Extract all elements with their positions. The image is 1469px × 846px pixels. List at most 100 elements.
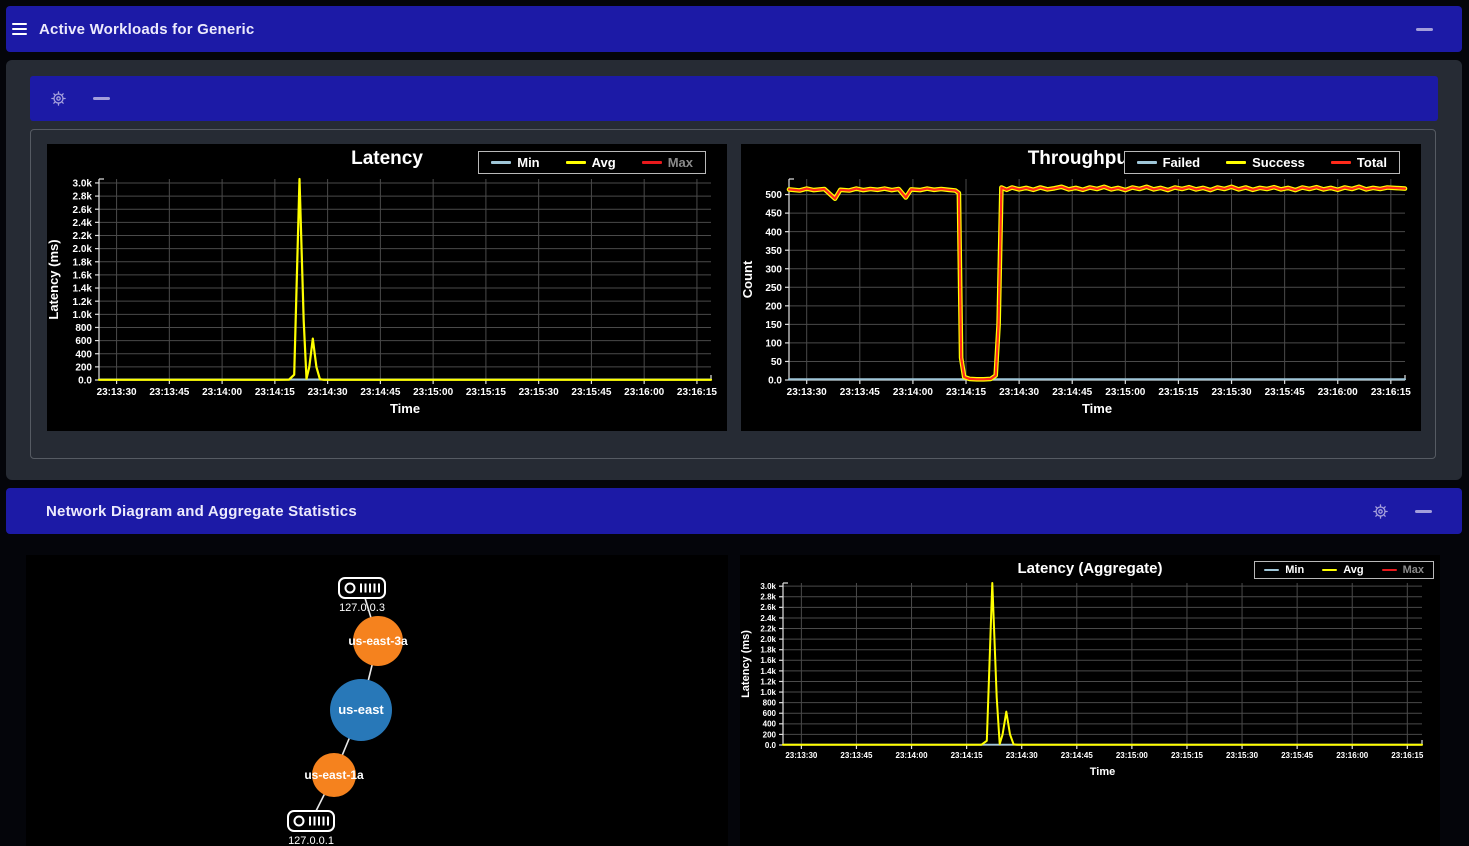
node-us-east-3a[interactable]: us-east-3a bbox=[348, 616, 408, 666]
chart-legend: Failed Success Total bbox=[1123, 151, 1400, 174]
legend-swatch bbox=[1381, 568, 1397, 572]
svg-text:400: 400 bbox=[765, 227, 782, 238]
legend-item-avg[interactable]: Avg bbox=[1322, 564, 1364, 576]
svg-text:23:15:15: 23:15:15 bbox=[466, 387, 506, 398]
svg-text:23:13:45: 23:13:45 bbox=[840, 387, 880, 398]
network-diagram[interactable]: 127.0.0.3 us-east-3a us-east us-east-1a 127.… bbox=[26, 555, 728, 846]
svg-text:0.0: 0.0 bbox=[765, 741, 777, 750]
svg-text:200: 200 bbox=[763, 730, 777, 739]
svg-text:23:14:00: 23:14:00 bbox=[893, 387, 933, 398]
svg-text:600: 600 bbox=[763, 709, 777, 718]
node-us-east[interactable]: us-east bbox=[330, 679, 392, 741]
svg-text:50: 50 bbox=[771, 357, 783, 368]
legend-item-max[interactable]: Max bbox=[1381, 564, 1424, 576]
svg-text:23:14:15: 23:14:15 bbox=[946, 387, 986, 398]
legend-item-failed[interactable]: Failed bbox=[1136, 155, 1200, 170]
legend-swatch bbox=[491, 161, 512, 164]
svg-text:23:13:30: 23:13:30 bbox=[787, 387, 827, 398]
legend-swatch bbox=[1136, 161, 1157, 164]
chart-plot[interactable]: 0.02004006008001.0k1.2k1.4k1.6k1.8k2.0k2… bbox=[740, 555, 1440, 846]
series-total bbox=[787, 185, 1407, 381]
legend-item-total[interactable]: Total bbox=[1330, 155, 1387, 170]
svg-text:23:14:45: 23:14:45 bbox=[1052, 387, 1092, 398]
network-section-header: Network Diagram and Aggregate Statistics bbox=[6, 488, 1462, 534]
svg-text:1.4k: 1.4k bbox=[73, 284, 93, 295]
legend-swatch bbox=[1322, 568, 1338, 572]
svg-text:2.0k: 2.0k bbox=[73, 244, 93, 255]
svg-text:23:15:30: 23:15:30 bbox=[519, 387, 559, 398]
svg-text:Time: Time bbox=[1090, 766, 1115, 778]
svg-text:Latency (ms): Latency (ms) bbox=[47, 239, 61, 319]
latency-chart: Latency Min Avg Max 0.0 200 400 600 800 1.0k 1.2… bbox=[47, 144, 727, 431]
svg-text:23:15:45: 23:15:45 bbox=[1265, 387, 1305, 398]
svg-text:2.4k: 2.4k bbox=[73, 218, 93, 229]
chart-plot[interactable]: 0.02004006008001.0k1.2k1.4k1.6k1.8k2.0k2… bbox=[47, 144, 727, 431]
svg-text:100: 100 bbox=[765, 339, 782, 350]
svg-text:1.6k: 1.6k bbox=[73, 271, 93, 282]
node-label: us-east-1a bbox=[304, 768, 364, 782]
legend-item-min[interactable]: Min bbox=[1264, 564, 1304, 576]
svg-text:3.0k: 3.0k bbox=[760, 582, 776, 591]
legend-item-max[interactable]: Max bbox=[641, 155, 693, 170]
svg-text:23:13:45: 23:13:45 bbox=[149, 387, 189, 398]
svg-text:350: 350 bbox=[765, 246, 782, 257]
legend-item-success[interactable]: Success bbox=[1226, 155, 1305, 170]
svg-text:Time: Time bbox=[1082, 401, 1112, 416]
svg-text:23:15:30: 23:15:30 bbox=[1212, 387, 1252, 398]
throughput-chart: Throughput Failed Success Total 0.0 50 100 15… bbox=[741, 144, 1421, 431]
legend-swatch bbox=[1226, 161, 1247, 164]
latency-aggregate-chart: Latency (Aggregate) Min Avg Max 0.0 200 400 6… bbox=[740, 555, 1440, 846]
svg-text:23:15:45: 23:15:45 bbox=[1281, 751, 1314, 760]
gear-icon[interactable] bbox=[50, 90, 67, 107]
node-host-127-0-0-1[interactable]: 127.0.0.1 bbox=[287, 810, 335, 846]
svg-text:2.2k: 2.2k bbox=[73, 231, 93, 242]
svg-text:23:14:00: 23:14:00 bbox=[896, 751, 929, 760]
svg-text:0.0: 0.0 bbox=[78, 376, 92, 387]
svg-text:200: 200 bbox=[75, 362, 92, 373]
svg-text:23:13:45: 23:13:45 bbox=[840, 751, 873, 760]
svg-text:23:15:00: 23:15:00 bbox=[1105, 387, 1145, 398]
svg-text:Latency (ms): Latency (ms) bbox=[740, 630, 752, 698]
svg-text:2.2k: 2.2k bbox=[760, 624, 776, 633]
svg-text:23:16:00: 23:16:00 bbox=[1336, 751, 1369, 760]
svg-text:Time: Time bbox=[390, 401, 420, 416]
svg-text:1.0k: 1.0k bbox=[73, 310, 93, 321]
node-us-east-1a[interactable]: us-east-1a bbox=[304, 753, 364, 797]
svg-text:2.0k: 2.0k bbox=[760, 635, 776, 644]
legend-swatch bbox=[565, 161, 586, 164]
svg-text:800: 800 bbox=[75, 323, 92, 334]
series-avg bbox=[97, 177, 713, 381]
collapse-panel-icon[interactable] bbox=[93, 97, 110, 100]
svg-text:23:15:45: 23:15:45 bbox=[571, 387, 611, 398]
chart-legend: Min Avg Max bbox=[1254, 561, 1434, 579]
node-host-127-0-0-3[interactable]: 127.0.0.3 bbox=[338, 577, 386, 614]
node-label: us-east-3a bbox=[348, 634, 408, 648]
svg-text:23:14:00: 23:14:00 bbox=[202, 387, 242, 398]
collapse-section-icon[interactable] bbox=[1415, 509, 1432, 513]
svg-text:23:14:30: 23:14:30 bbox=[308, 387, 348, 398]
svg-text:400: 400 bbox=[75, 349, 92, 360]
workloads-panel-header bbox=[30, 76, 1438, 121]
svg-text:150: 150 bbox=[765, 320, 782, 331]
legend-item-avg[interactable]: Avg bbox=[565, 155, 616, 170]
svg-text:23:14:15: 23:14:15 bbox=[255, 387, 295, 398]
section-title: Network Diagram and Aggregate Statistics bbox=[46, 502, 357, 520]
svg-text:1.2k: 1.2k bbox=[760, 677, 776, 686]
collapse-page-icon[interactable] bbox=[1416, 27, 1433, 31]
svg-text:300: 300 bbox=[765, 264, 782, 275]
svg-text:23:15:15: 23:15:15 bbox=[1171, 751, 1204, 760]
svg-text:1.8k: 1.8k bbox=[760, 646, 776, 655]
svg-text:1.2k: 1.2k bbox=[73, 297, 93, 308]
svg-text:Count: Count bbox=[741, 260, 755, 298]
gear-icon-glyph bbox=[1373, 503, 1388, 519]
menu-icon[interactable] bbox=[10, 18, 29, 40]
svg-text:23:15:00: 23:15:00 bbox=[413, 387, 453, 398]
gear-icon[interactable] bbox=[1372, 503, 1389, 520]
legend-item-min[interactable]: Min bbox=[491, 155, 540, 170]
legend-swatch bbox=[1264, 568, 1280, 572]
workloads-panel: Latency Min Avg Max 0.0 200 400 600 800 1.0k 1.2… bbox=[6, 60, 1462, 480]
legend-swatch bbox=[1330, 161, 1351, 164]
chart-plot[interactable]: 0.0 50 100 150 200 250 300 350 400 450 500 23:13:30… bbox=[741, 144, 1421, 431]
svg-text:3.0k: 3.0k bbox=[73, 179, 93, 190]
gear-icon-glyph bbox=[51, 91, 66, 106]
